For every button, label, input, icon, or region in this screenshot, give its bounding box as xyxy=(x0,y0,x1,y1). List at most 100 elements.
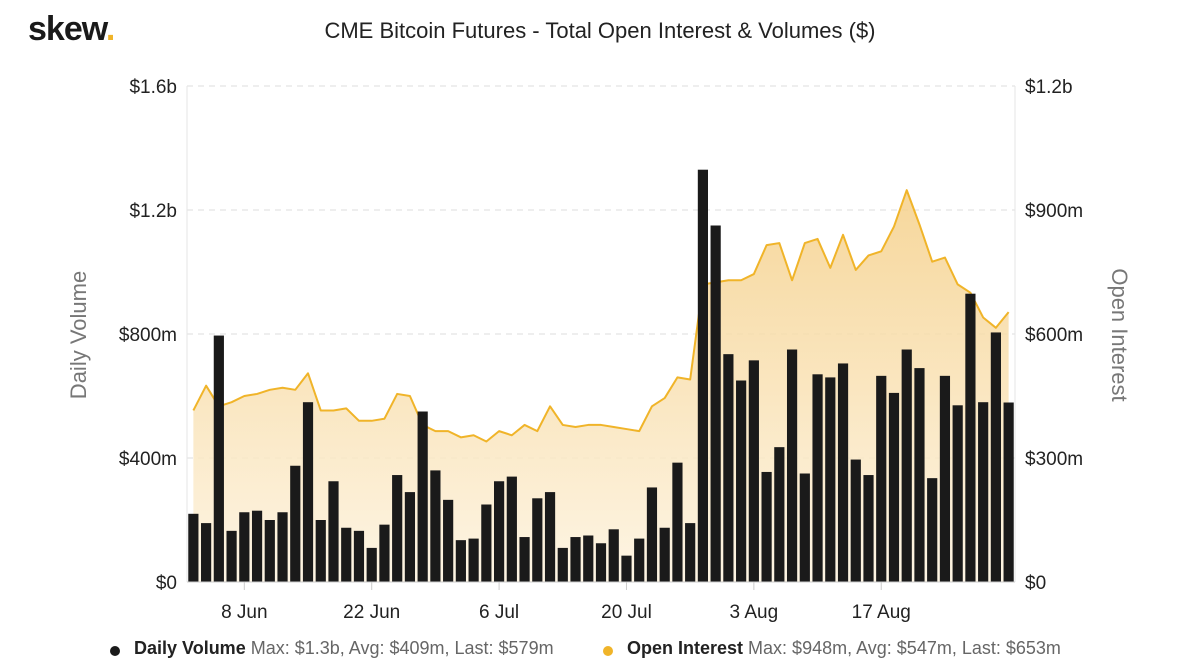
volume-bar[interactable] xyxy=(1003,402,1014,582)
volume-bar[interactable] xyxy=(468,538,479,582)
volume-bar[interactable] xyxy=(188,513,199,582)
volume-bar[interactable] xyxy=(494,481,505,582)
volume-bar[interactable] xyxy=(481,504,492,583)
volume-bar[interactable] xyxy=(736,380,747,583)
volume-bar[interactable] xyxy=(888,392,900,582)
volume-bar[interactable] xyxy=(570,537,581,582)
volume-bar[interactable] xyxy=(341,527,352,582)
volume-bar[interactable] xyxy=(583,535,594,583)
volume-bar[interactable] xyxy=(455,540,466,582)
volume-bar[interactable] xyxy=(927,478,938,582)
left-tick-label: $800m xyxy=(119,325,177,346)
volume-bar[interactable] xyxy=(595,543,607,582)
left-tick-label: $1.2b xyxy=(129,201,177,222)
x-tick-label: 3 Aug xyxy=(730,602,779,623)
volume-bar[interactable] xyxy=(506,476,517,582)
volume-bar[interactable] xyxy=(901,349,912,583)
right-tick-label: $1.2b xyxy=(1025,77,1073,98)
volume-bar[interactable] xyxy=(876,375,887,582)
volume-bar[interactable] xyxy=(532,498,543,582)
volume-bar[interactable] xyxy=(404,492,416,582)
open-interest-area xyxy=(192,189,1010,582)
volume-bar[interactable] xyxy=(914,368,925,582)
volume-bar[interactable] xyxy=(302,402,314,582)
right-tick-label: $300m xyxy=(1025,449,1083,470)
volume-bar[interactable] xyxy=(952,405,963,582)
left-tick-label: $1.6b xyxy=(129,77,177,98)
volume-bar[interactable] xyxy=(646,487,658,582)
volume-bar[interactable] xyxy=(634,538,645,582)
volume-bar[interactable] xyxy=(239,512,250,582)
legend-oi-stats: Max: $948m, Avg: $547m, Last: $653m xyxy=(748,638,1061,658)
volume-bar[interactable] xyxy=(723,354,734,582)
legend: Daily Volume Max: $1.3b, Avg: $409m, Las… xyxy=(0,638,1200,666)
x-tick-label: 8 Jun xyxy=(221,602,267,623)
legend-volume-stats: Max: $1.3b, Avg: $409m, Last: $579m xyxy=(250,638,554,658)
volume-bar[interactable] xyxy=(812,374,823,582)
open-interest-area-fill xyxy=(193,190,1009,582)
oi-legend-dot xyxy=(603,646,613,657)
volume-bar[interactable] xyxy=(201,523,212,582)
volume-bar[interactable] xyxy=(863,475,874,582)
volume-bar[interactable] xyxy=(277,512,288,582)
right-tick-label: $900m xyxy=(1025,201,1083,222)
right-axis-title: Open Interest xyxy=(1107,268,1132,401)
volume-bar[interactable] xyxy=(965,293,976,582)
volume-bar[interactable] xyxy=(710,225,721,583)
volume-bar[interactable] xyxy=(379,524,390,582)
axes: $0 $400m $800m $1.2b $1.6b $0 $300m $600m $900m $… xyxy=(119,77,1083,623)
volume-bar[interactable] xyxy=(226,530,237,582)
x-tick-label: 6 Jul xyxy=(479,602,519,623)
volume-bar[interactable] xyxy=(761,471,772,582)
right-tick-label: $0 xyxy=(1025,573,1046,594)
volume-bar[interactable] xyxy=(837,363,849,582)
left-tick-label: $0 xyxy=(156,573,177,594)
chart-svg: $0 $400m $800m $1.2b $1.6b $0 $300m $600m $900m $… xyxy=(66,77,1132,623)
volume-bar[interactable] xyxy=(251,510,263,582)
volume-bar[interactable] xyxy=(608,529,619,582)
volume-bar[interactable] xyxy=(850,459,861,582)
legend-oi-name: Open Interest xyxy=(627,638,744,658)
volume-bar[interactable] xyxy=(328,481,339,582)
chart-title: CME Bitcoin Futures - Total Open Interes… xyxy=(324,18,876,43)
right-tick-label: $600m xyxy=(1025,325,1083,346)
volume-bar[interactable] xyxy=(990,332,1001,582)
volume-bar[interactable] xyxy=(443,499,454,582)
volume-bar[interactable] xyxy=(264,520,275,582)
volume-bar[interactable] xyxy=(519,537,530,582)
volume-bar[interactable] xyxy=(366,547,377,582)
volume-bars xyxy=(188,169,1014,583)
volume-bar[interactable] xyxy=(685,523,696,582)
volume-bar[interactable] xyxy=(697,169,708,582)
legend-item-volume[interactable]: Daily Volume Max: $1.3b, Avg: $409m, Las… xyxy=(110,638,554,659)
open-interest-line xyxy=(192,189,1010,443)
volume-bar[interactable] xyxy=(353,530,365,582)
volume-bar[interactable] xyxy=(774,447,785,582)
volume-bar[interactable] xyxy=(417,411,428,583)
volume-bar[interactable] xyxy=(557,547,568,582)
volume-bar[interactable] xyxy=(672,462,683,582)
skew-logo: skew. xyxy=(28,10,116,49)
volume-bar[interactable] xyxy=(799,473,810,583)
x-tick-label: 17 Aug xyxy=(852,602,911,623)
volume-bar[interactable] xyxy=(544,492,556,582)
volume-bar[interactable] xyxy=(213,335,224,582)
logo-text: skew xyxy=(28,10,107,48)
volume-bar[interactable] xyxy=(939,375,951,582)
volume-bar[interactable] xyxy=(659,527,670,582)
legend-volume-name: Daily Volume xyxy=(134,638,246,658)
volume-bar[interactable] xyxy=(315,520,326,582)
volume-bar[interactable] xyxy=(392,475,403,582)
volume-bar[interactable] xyxy=(978,402,989,582)
legend-item-open-interest[interactable]: Open Interest Max: $948m, Avg: $547m, La… xyxy=(603,638,1061,659)
logo-dot: . xyxy=(105,10,116,48)
volume-bar[interactable] xyxy=(786,349,798,583)
volume-bar[interactable] xyxy=(621,555,632,582)
left-tick-label: $400m xyxy=(119,449,177,470)
x-tick-label: 20 Jul xyxy=(601,602,652,623)
volume-bar[interactable] xyxy=(825,377,836,582)
volume-bar[interactable] xyxy=(430,470,441,582)
left-axis-title: Daily Volume xyxy=(66,271,91,399)
volume-bar[interactable] xyxy=(290,465,301,582)
volume-bar[interactable] xyxy=(748,360,759,582)
